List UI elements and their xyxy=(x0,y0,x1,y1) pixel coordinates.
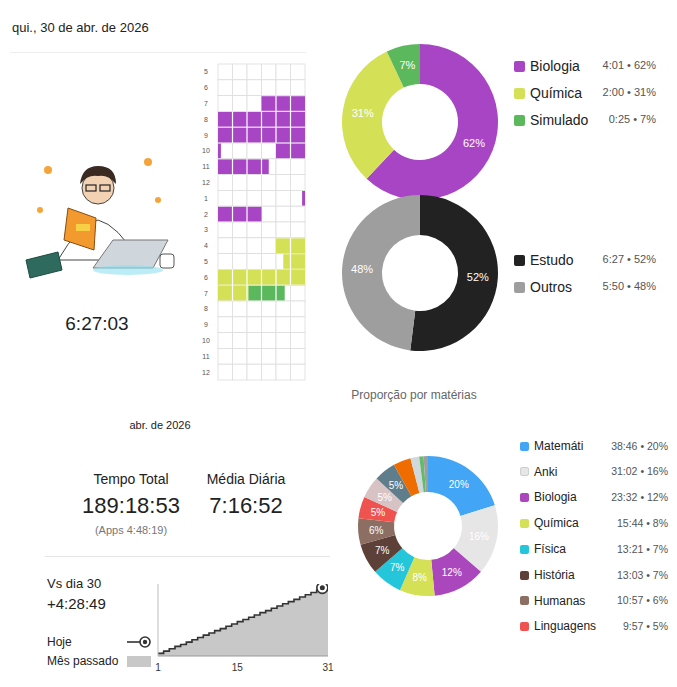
html-text:31:02 • 16%: 31:02 • 16% xyxy=(611,465,668,478)
svg-text:20%: 20% xyxy=(449,479,469,490)
svg-text:16%: 16% xyxy=(469,531,489,542)
svg-text:5%: 5% xyxy=(389,480,404,491)
html-text:Estudo: Estudo xyxy=(530,251,574,268)
svg-text:52%: 52% xyxy=(467,271,489,283)
html-text:13:03 • 7%: 13:03 • 7% xyxy=(617,568,668,581)
html-text:Biologia: Biologia xyxy=(534,490,577,505)
svg-text:7: 7 xyxy=(204,290,208,297)
svg-text:5%: 5% xyxy=(371,507,386,518)
html-text:Linguagens: Linguagens xyxy=(534,619,597,634)
svg-text:5: 5 xyxy=(204,68,208,75)
svg-text:12: 12 xyxy=(202,179,210,186)
svg-text:7%: 7% xyxy=(375,545,390,556)
svg-text:2: 2 xyxy=(204,211,208,218)
svg-text:8%: 8% xyxy=(413,572,428,583)
html-text:9:57 • 5%: 9:57 • 5% xyxy=(622,620,668,633)
svg-text:11: 11 xyxy=(202,353,209,360)
html-text:6:27 • 52%: 6:27 • 52% xyxy=(602,253,656,266)
html-text:6:27:03: 6:27:03 xyxy=(65,313,129,334)
svg-text:12%: 12% xyxy=(442,567,462,578)
svg-text:8: 8 xyxy=(204,305,208,312)
svg-text:10: 10 xyxy=(202,337,210,344)
svg-text:1: 1 xyxy=(204,195,208,202)
html-text:23:32 • 12%: 23:32 • 12% xyxy=(611,491,668,504)
html-text:abr. de 2026: abr. de 2026 xyxy=(129,419,191,431)
html-text:qui., 30 de abr. de 2026: qui., 30 de abr. de 2026 xyxy=(12,20,149,35)
html-text:Química: Química xyxy=(530,84,583,101)
html-text:Anki: Anki xyxy=(534,464,558,479)
svg-text:3: 3 xyxy=(204,226,208,233)
svg-text:48%: 48% xyxy=(351,263,373,275)
svg-text:6: 6 xyxy=(204,84,208,91)
svg-text:5: 5 xyxy=(204,258,208,265)
html-text:4:01 • 62%: 4:01 • 62% xyxy=(602,59,656,72)
html-text:15:44 • 8%: 15:44 • 8% xyxy=(617,517,668,530)
html-text:2:00 • 31%: 2:00 • 31% xyxy=(602,86,656,99)
html-text:5:50 • 48%: 5:50 • 48% xyxy=(602,280,656,293)
html-text:Física: Física xyxy=(534,542,566,556)
html-text:Mês passado: Mês passado xyxy=(47,654,119,668)
svg-text:7: 7 xyxy=(204,100,208,107)
html-text:Outros: Outros xyxy=(530,278,572,295)
html-text:Hoje: Hoje xyxy=(47,635,72,649)
svg-text:8: 8 xyxy=(204,116,208,123)
html-text:38:46 • 20%: 38:46 • 20% xyxy=(611,439,668,452)
svg-text:12: 12 xyxy=(202,369,210,376)
svg-text:5%: 5% xyxy=(377,492,392,503)
html-text:189:18:53: 189:18:53 xyxy=(82,493,180,518)
svg-text:31: 31 xyxy=(322,662,334,673)
svg-text:6: 6 xyxy=(204,274,208,281)
html-text:13:21 • 7%: 13:21 • 7% xyxy=(617,542,668,555)
svg-text:6%: 6% xyxy=(369,525,384,536)
html-text:Vs dia 30: Vs dia 30 xyxy=(47,576,102,591)
html-text:0:25 • 7%: 0:25 • 7% xyxy=(608,113,656,126)
svg-text:4: 4 xyxy=(204,242,208,249)
svg-text:1: 1 xyxy=(155,662,161,673)
svg-text:9: 9 xyxy=(204,132,208,139)
html-text:Média Diária: Média Diária xyxy=(206,471,286,487)
svg-text:15: 15 xyxy=(232,662,244,673)
html-text:Proporção por matérias: Proporção por matérias xyxy=(351,388,477,402)
svg-text:7%: 7% xyxy=(399,59,415,71)
html-text:10:57 • 6%: 10:57 • 6% xyxy=(617,594,668,607)
html-text:(Apps 4:48:19): (Apps 4:48:19) xyxy=(94,524,168,536)
svg-text:11: 11 xyxy=(202,163,209,170)
html-text:Matemáti: Matemáti xyxy=(534,438,584,453)
svg-text:7%: 7% xyxy=(390,562,405,573)
svg-text:9: 9 xyxy=(204,321,208,328)
html-text:História: História xyxy=(534,567,575,582)
html-text:Tempo Total: Tempo Total xyxy=(93,471,169,487)
html-text:Biologia: Biologia xyxy=(530,57,580,74)
html-text:Química: Química xyxy=(534,516,579,531)
svg-text:62%: 62% xyxy=(463,137,485,149)
html-text:Simulado: Simulado xyxy=(530,111,589,128)
svg-text:10: 10 xyxy=(202,147,210,154)
html-text:+4:28:49: +4:28:49 xyxy=(47,595,106,612)
html-text:7:16:52: 7:16:52 xyxy=(209,493,283,518)
svg-text:31%: 31% xyxy=(352,107,374,119)
html-text:Humanas: Humanas xyxy=(534,593,586,608)
